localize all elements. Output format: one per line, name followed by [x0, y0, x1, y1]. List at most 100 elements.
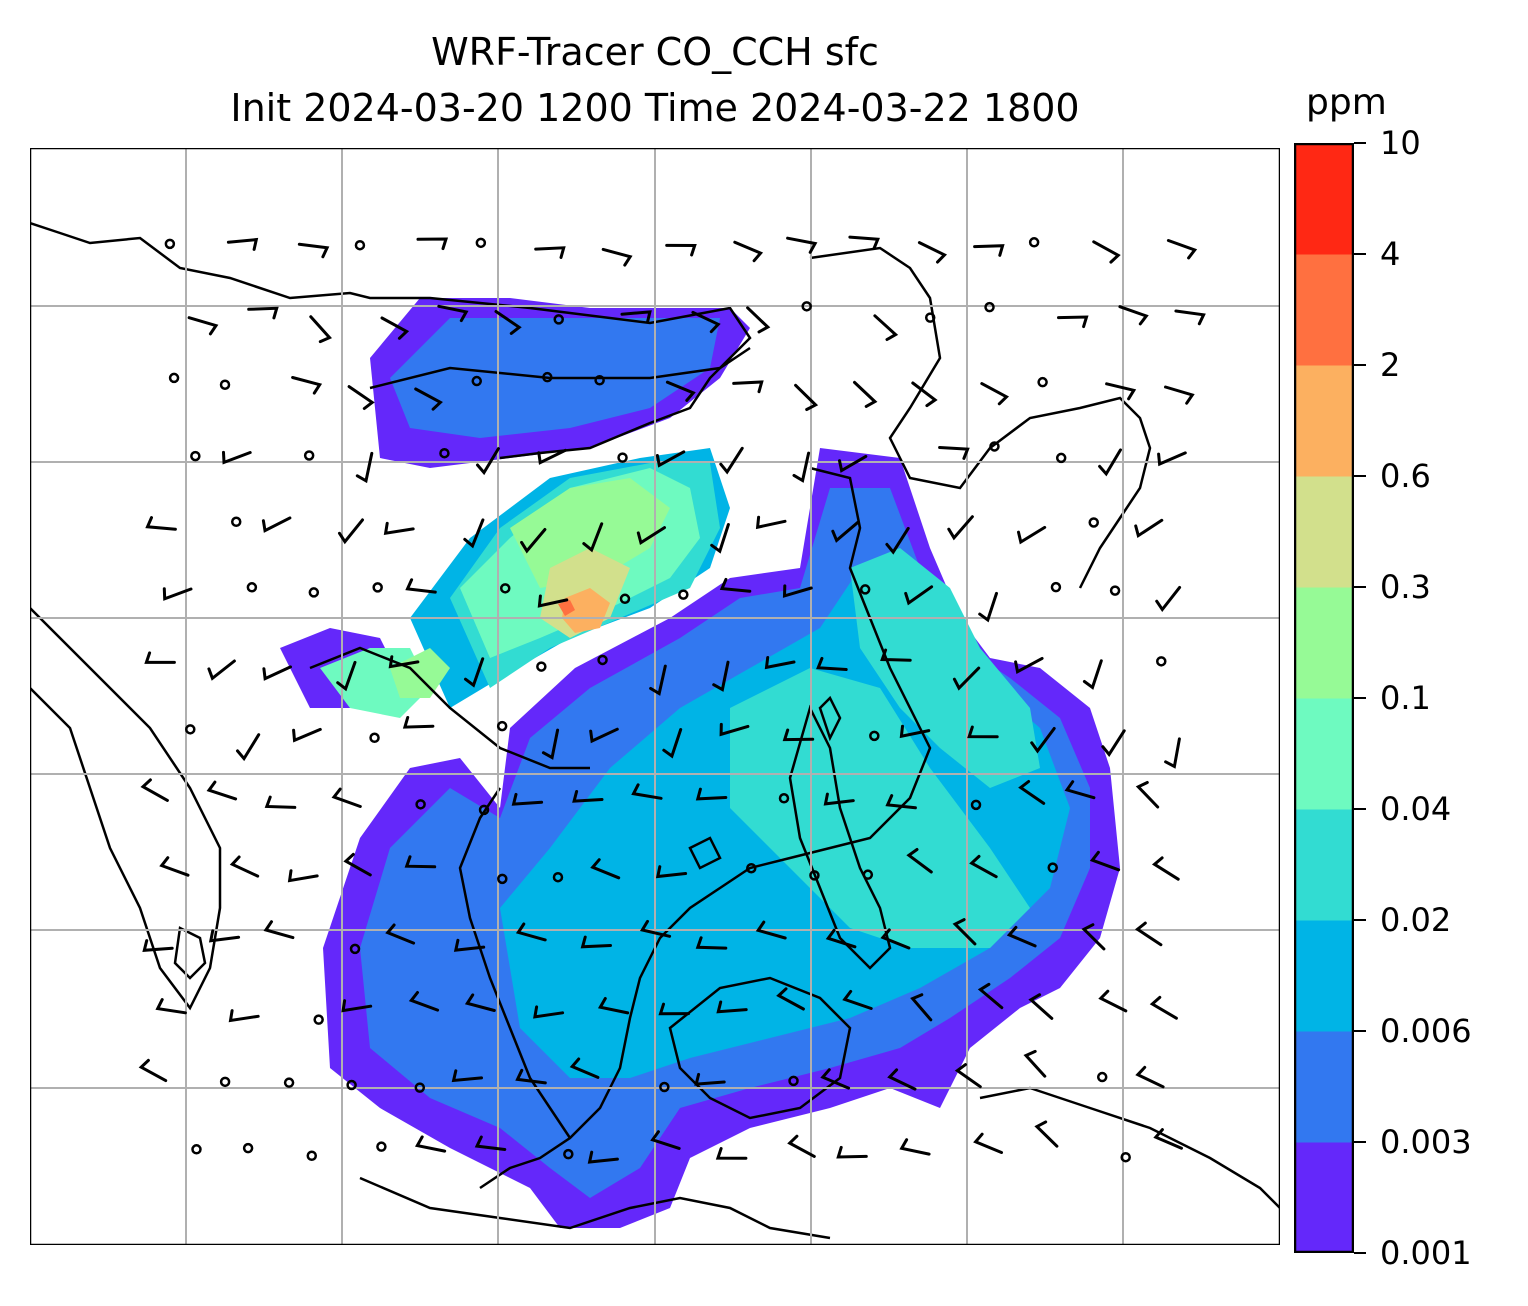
- calm-wind-circle: [989, 441, 1000, 452]
- wind-barb: [1006, 925, 1037, 948]
- wind-barb: [842, 989, 873, 1010]
- colorbar-tick-mark: [1354, 475, 1366, 477]
- wind-barb: [520, 528, 547, 554]
- wind-barb: [451, 1069, 483, 1083]
- wind-barb: [383, 521, 415, 536]
- wind-barb: [712, 660, 730, 692]
- colorbar-band: [1294, 476, 1354, 588]
- wind-barb: [969, 854, 998, 879]
- calm-wind-circle: [859, 584, 871, 595]
- calm-wind-circle: [376, 1141, 387, 1152]
- calm-wind-circle: [809, 870, 820, 881]
- wind-barb: [453, 938, 486, 952]
- wind-barb: [880, 928, 911, 950]
- wind-barb: [1034, 1120, 1059, 1148]
- calm-wind-circle: [478, 804, 490, 816]
- wind-barb: [437, 304, 469, 323]
- calm-wind-circle: [552, 871, 564, 883]
- wind-barb: [1105, 382, 1137, 401]
- wind-barb: [719, 577, 752, 593]
- colorbar-tick-label: 0.001: [1380, 1234, 1472, 1272]
- wind-barb: [138, 1058, 168, 1083]
- wind-barb: [1014, 656, 1044, 674]
- colorbar-tick-label: 4: [1380, 235, 1401, 273]
- wind-barb: [880, 648, 912, 662]
- calm-wind-circle: [1096, 1071, 1108, 1083]
- wind-barb: [782, 728, 815, 742]
- calm-wind-circle: [778, 793, 790, 804]
- wind-barb: [1101, 729, 1126, 757]
- colorbar-band: [1294, 698, 1354, 810]
- wind-barb: [776, 987, 805, 1011]
- colorbar-tick-label: 0.003: [1380, 1123, 1472, 1161]
- wind-barb: [343, 852, 372, 877]
- wind-barb: [187, 316, 219, 336]
- wind-barb: [853, 380, 878, 408]
- coastline-taiwan: [818, 695, 842, 742]
- coastline-hainan: [688, 836, 722, 870]
- wind-barb: [247, 306, 279, 320]
- wind-barb: [537, 448, 567, 465]
- wind-barb: [1018, 780, 1046, 805]
- wind-barb: [794, 383, 819, 411]
- coastline-india: [30, 607, 222, 1011]
- wind-barb: [494, 310, 522, 335]
- wind-barb: [1135, 781, 1160, 809]
- colorbar-tick-label: 0.04: [1380, 790, 1452, 828]
- wind-barb: [906, 848, 933, 874]
- wind-barb: [1081, 923, 1106, 951]
- colorbar-tick-label: 0.6: [1380, 457, 1431, 495]
- wind-barb: [1164, 737, 1181, 769]
- wind-barb: [380, 316, 410, 340]
- colorbar-band: [1294, 809, 1354, 921]
- wind-barb: [1151, 856, 1180, 881]
- wind-barb: [938, 446, 970, 460]
- colorbar-unit-label: ppm: [1306, 82, 1387, 123]
- colorbar-tick-mark: [1354, 586, 1366, 588]
- wind-barb: [533, 1005, 565, 1019]
- wind-barbs: [138, 235, 1206, 1164]
- wind-barb: [1166, 239, 1198, 260]
- wind-barb: [885, 794, 917, 810]
- wind-barb: [206, 780, 238, 801]
- gridlines: [30, 148, 1280, 1245]
- calm-wind-circle: [1037, 376, 1048, 388]
- calm-wind-circle: [553, 314, 564, 325]
- colorbar-band: [1294, 143, 1354, 255]
- wind-barb: [140, 778, 169, 802]
- colorbar-band: [1294, 1031, 1354, 1143]
- calm-wind-circle: [597, 654, 608, 666]
- colorbar-band: [1294, 254, 1354, 366]
- wind-barb: [782, 584, 813, 598]
- wind-barb: [649, 664, 667, 696]
- wind-barb: [973, 244, 1005, 257]
- wind-barb: [831, 520, 860, 543]
- wind-barb: [836, 1145, 868, 1159]
- calm-wind-circle: [862, 869, 874, 880]
- map-title-line2: Init 2024-03-20 1200 Time 2024-03-22 180…: [230, 86, 1080, 130]
- wind-barb: [650, 1130, 681, 1150]
- wind-barb: [145, 516, 177, 531]
- wind-barb: [967, 725, 999, 739]
- wind-barb: [733, 240, 764, 263]
- wind-barb: [952, 666, 981, 691]
- wind-barb: [338, 518, 364, 545]
- calm-wind-circle: [349, 943, 361, 955]
- wind-barb: [572, 790, 604, 803]
- calm-wind-circle: [471, 375, 483, 387]
- wind-barb: [764, 656, 796, 670]
- wind-barb: [142, 939, 174, 952]
- colorbar-band: [1294, 1142, 1354, 1253]
- wind-barb: [416, 237, 449, 251]
- calm-wind-circle: [164, 238, 176, 250]
- colorbar-band: [1294, 920, 1354, 1032]
- calm-wind-circle: [1120, 1151, 1131, 1163]
- wind-barb: [954, 1063, 982, 1089]
- calm-wind-circle: [1028, 237, 1040, 248]
- wind-barb: [405, 578, 437, 594]
- field-band-2: [558, 600, 575, 616]
- coastline-indonesia: [359, 1176, 831, 1240]
- wind-barb: [885, 526, 910, 555]
- wind-barb: [589, 727, 619, 744]
- wind-barb: [537, 594, 569, 608]
